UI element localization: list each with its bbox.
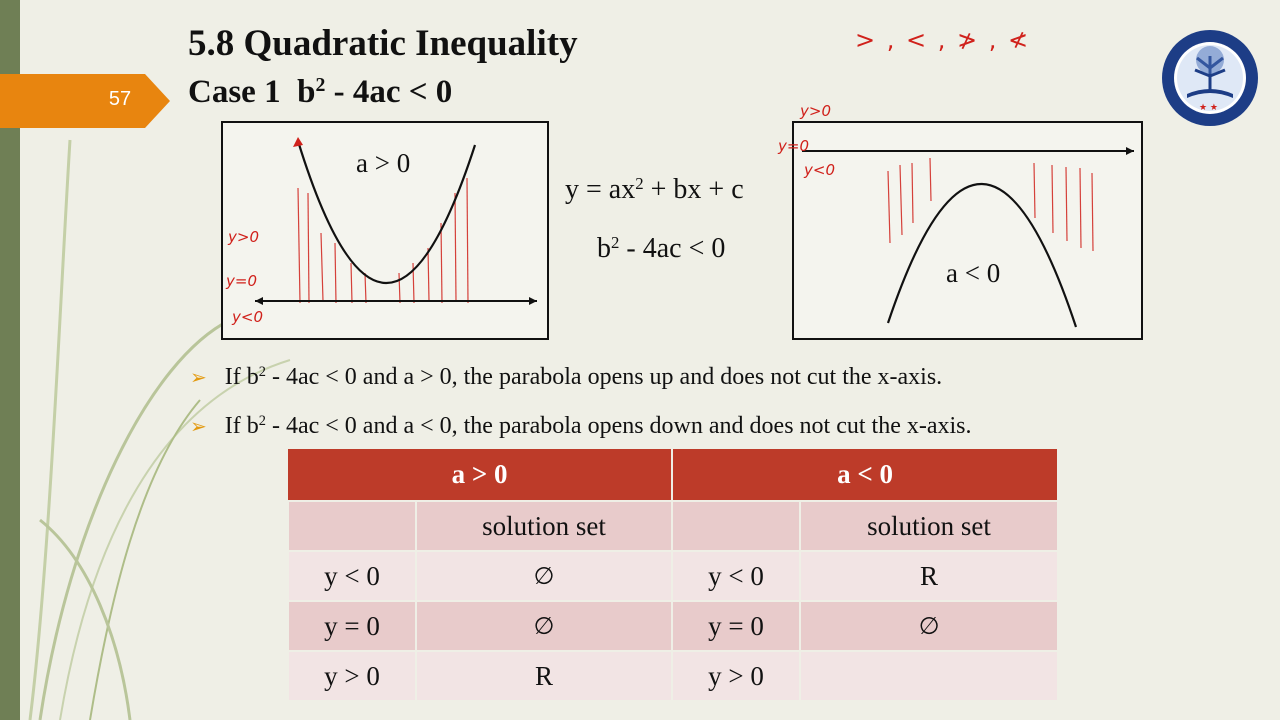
label-a-negative: a < 0 [946, 258, 1001, 288]
hand-label-left-pos: y>0 [228, 228, 259, 246]
institution-logo: ★ ★ [1162, 30, 1258, 126]
solution-set-table: a > 0 a < 0 solution set solution set y … [287, 449, 1060, 702]
solution-right: R [799, 550, 1060, 602]
quadratic-equation: y = ax2 + bx + c [565, 173, 744, 205]
cond-right: y = 0 [671, 600, 802, 652]
hand-label-right-zero: y=0 [778, 137, 809, 155]
solution-right [799, 650, 1060, 702]
cond-left: y > 0 [287, 650, 417, 702]
solution-left: ∅ [414, 550, 674, 602]
subheader-solution-set-right: solution set [799, 500, 1060, 552]
table-row: y > 0 R y > 0 [287, 650, 1060, 702]
hand-label-right-neg: y<0 [804, 161, 835, 179]
hand-label-right-pos: y>0 [800, 102, 831, 120]
solution-left: R [414, 650, 674, 702]
slide-subtitle: Case 1 b2 - 4ac < 0 [188, 74, 453, 110]
graph-upward-parabola [221, 121, 549, 340]
decorative-grass-lines [28, 139, 291, 720]
arrow-bullet-icon: ➢ [190, 414, 207, 438]
subheader-solution-set-left: solution set [414, 500, 674, 552]
bullet-opens-up: ➢ If b2 - 4ac < 0 and a > 0, the parabola… [190, 364, 943, 390]
arrow-bullet-icon: ➢ [190, 365, 207, 389]
label-a-positive: a > 0 [356, 148, 411, 178]
table-row: y < 0 ∅ y < 0 R [287, 550, 1060, 602]
graph-downward-parabola [792, 121, 1143, 340]
page-number: 57 [108, 88, 132, 110]
hand-label-left-neg: y<0 [232, 308, 263, 326]
handwritten-inequality-symbols: > , < , ≯ , ≮ [855, 26, 1031, 54]
table-row: y = 0 ∅ y = 0 ∅ [287, 600, 1060, 652]
cond-right: y < 0 [671, 550, 802, 602]
subtitle-case: Case 1 [188, 74, 281, 110]
hand-label-left-zero: y=0 [226, 272, 257, 290]
cond-left: y = 0 [287, 600, 417, 652]
cond-right: y > 0 [671, 650, 802, 702]
cond-left: y < 0 [287, 550, 417, 602]
discriminant-condition: b2 - 4ac < 0 [597, 232, 726, 264]
page-number-badge [0, 74, 170, 128]
svg-text:★ ★: ★ ★ [1199, 103, 1218, 113]
left-accent-bar [0, 0, 20, 720]
bullet-opens-down: ➢ If b2 - 4ac < 0 and a < 0, the parabola… [190, 413, 972, 439]
header-a-positive: a > 0 [288, 449, 674, 501]
solution-left: ∅ [414, 600, 674, 652]
solution-right: ∅ [799, 600, 1060, 652]
header-a-negative: a < 0 [672, 449, 1060, 501]
slide-title: 5.8 Quadratic Inequality [188, 23, 578, 64]
table-row: solution set solution set [287, 500, 1060, 552]
